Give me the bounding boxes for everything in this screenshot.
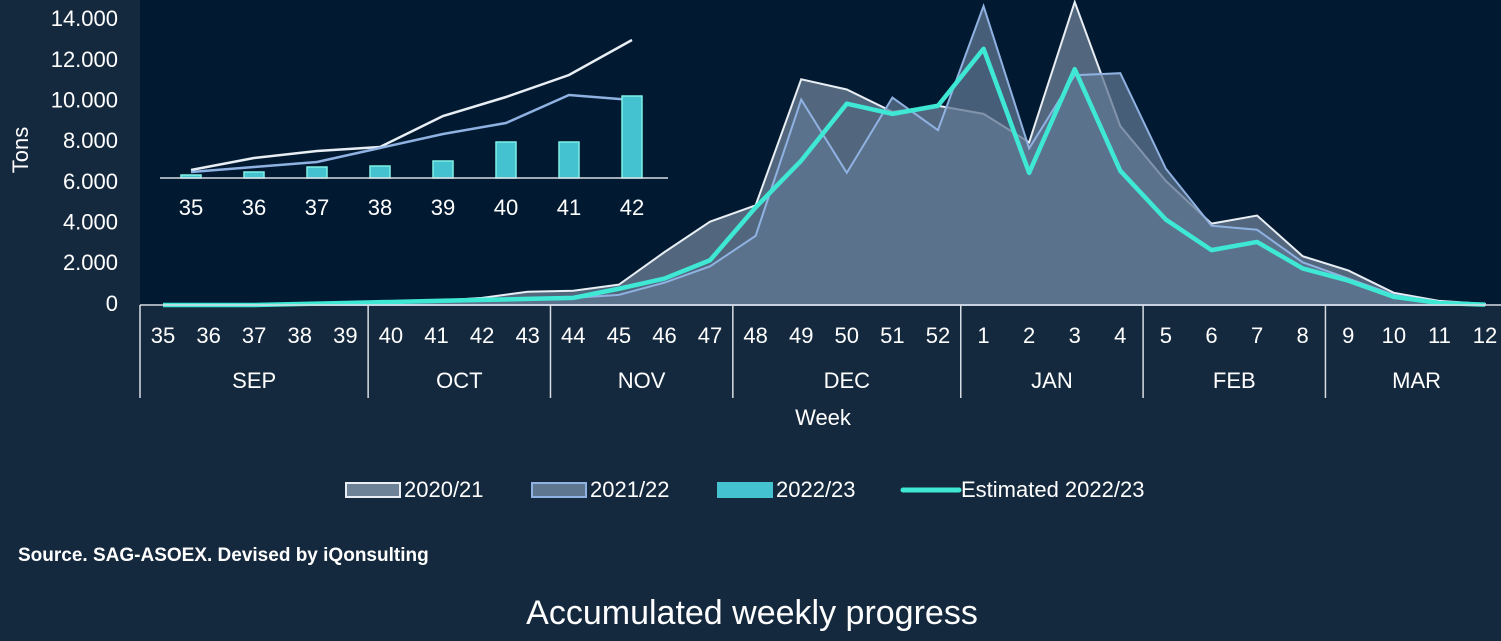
x-tick-label: 3 xyxy=(1069,323,1081,348)
line xyxy=(190,38,633,172)
legend-label: Estimated 2022/23 xyxy=(961,477,1144,502)
bar xyxy=(621,95,643,179)
legend-swatch xyxy=(345,482,401,498)
source: Source. SAG-ASOEX. Devised by iQonsultin… xyxy=(18,545,429,566)
month-label: FEB xyxy=(1213,368,1256,393)
x-tick-label: 38 xyxy=(288,323,312,348)
chart-title: Accumulated weekly progress xyxy=(526,594,978,632)
x-tick-label: 5 xyxy=(1160,323,1172,348)
x-tick-label: 40 xyxy=(379,323,403,348)
x-tick-label: 36 xyxy=(196,323,220,348)
inset-tick-label: 37 xyxy=(305,195,329,220)
month-label: JAN xyxy=(1031,368,1073,393)
y-tick-label: 2.000 xyxy=(63,250,118,275)
x-tick-label: 4 xyxy=(1114,323,1126,348)
bar xyxy=(369,165,391,179)
x-tick-label: 6 xyxy=(1205,323,1217,348)
month-label: NOV xyxy=(618,368,666,393)
x-tick-label: 50 xyxy=(835,323,859,348)
bar xyxy=(495,141,517,179)
bar xyxy=(306,166,328,179)
legend-label: 2021/22 xyxy=(590,477,670,502)
inset-tick-label: 35 xyxy=(179,195,203,220)
legend-swatch xyxy=(717,482,773,498)
month-label: MAR xyxy=(1392,368,1441,393)
inset-tick-label: 38 xyxy=(368,195,392,220)
y-tick-label: 12.000 xyxy=(51,47,118,72)
bar xyxy=(558,141,580,179)
y-tick-label: 8.000 xyxy=(63,128,118,153)
inset-tick-label: 39 xyxy=(431,195,455,220)
x-tick-label: 45 xyxy=(607,323,631,348)
x-tick-label: 10 xyxy=(1382,323,1406,348)
y-tick-label: 10.000 xyxy=(51,87,118,112)
x-tick-label: 49 xyxy=(789,323,813,348)
inset-tick-label: 40 xyxy=(494,195,518,220)
inset-tick-label: 42 xyxy=(620,195,644,220)
y-tick-label: 14.000 xyxy=(51,6,118,31)
x-tick-label: 47 xyxy=(698,323,722,348)
x-tick-label: 48 xyxy=(743,323,767,348)
x-tick-label: 51 xyxy=(880,323,904,348)
y-tick-label: 0 xyxy=(106,291,118,316)
legend-label: 2020/21 xyxy=(404,477,484,502)
x-tick-label: 8 xyxy=(1297,323,1309,348)
y-tick-label: 6.000 xyxy=(63,169,118,194)
x-tick-label: 11 xyxy=(1428,323,1451,348)
x-tick-label: 37 xyxy=(242,323,266,348)
x-tick-label: 1 xyxy=(977,323,989,348)
x-tick-label: 35 xyxy=(151,323,175,348)
month-label: SEP xyxy=(232,368,276,393)
x-tick-label: 52 xyxy=(926,323,950,348)
x-tick-label: 46 xyxy=(652,323,676,348)
legend-label: 2022/23 xyxy=(776,477,856,502)
x-tick-label: 44 xyxy=(561,323,585,348)
y-axis-label: Tons xyxy=(8,127,33,173)
month-label: DEC xyxy=(824,368,871,393)
bar xyxy=(432,160,454,179)
legend-swatch xyxy=(531,482,587,498)
x-tick-label: 41 xyxy=(424,323,448,348)
inset-tick-label: 41 xyxy=(557,195,581,220)
x-tick-label: 42 xyxy=(470,323,494,348)
x-tick-label: 9 xyxy=(1342,323,1354,348)
line xyxy=(190,93,633,174)
month-label: OCT xyxy=(436,368,482,393)
y-tick-label: 4.000 xyxy=(63,209,118,234)
line xyxy=(163,46,1486,308)
x-tick-label: 12 xyxy=(1473,323,1497,348)
x-tick-label: 43 xyxy=(515,323,539,348)
bar xyxy=(243,171,265,179)
x-tick-label: 2 xyxy=(1023,323,1035,348)
x-axis-label: Week xyxy=(795,405,852,430)
inset-tick-label: 36 xyxy=(242,195,266,220)
x-tick-label: 39 xyxy=(333,323,357,348)
x-tick-label: 7 xyxy=(1251,323,1263,348)
